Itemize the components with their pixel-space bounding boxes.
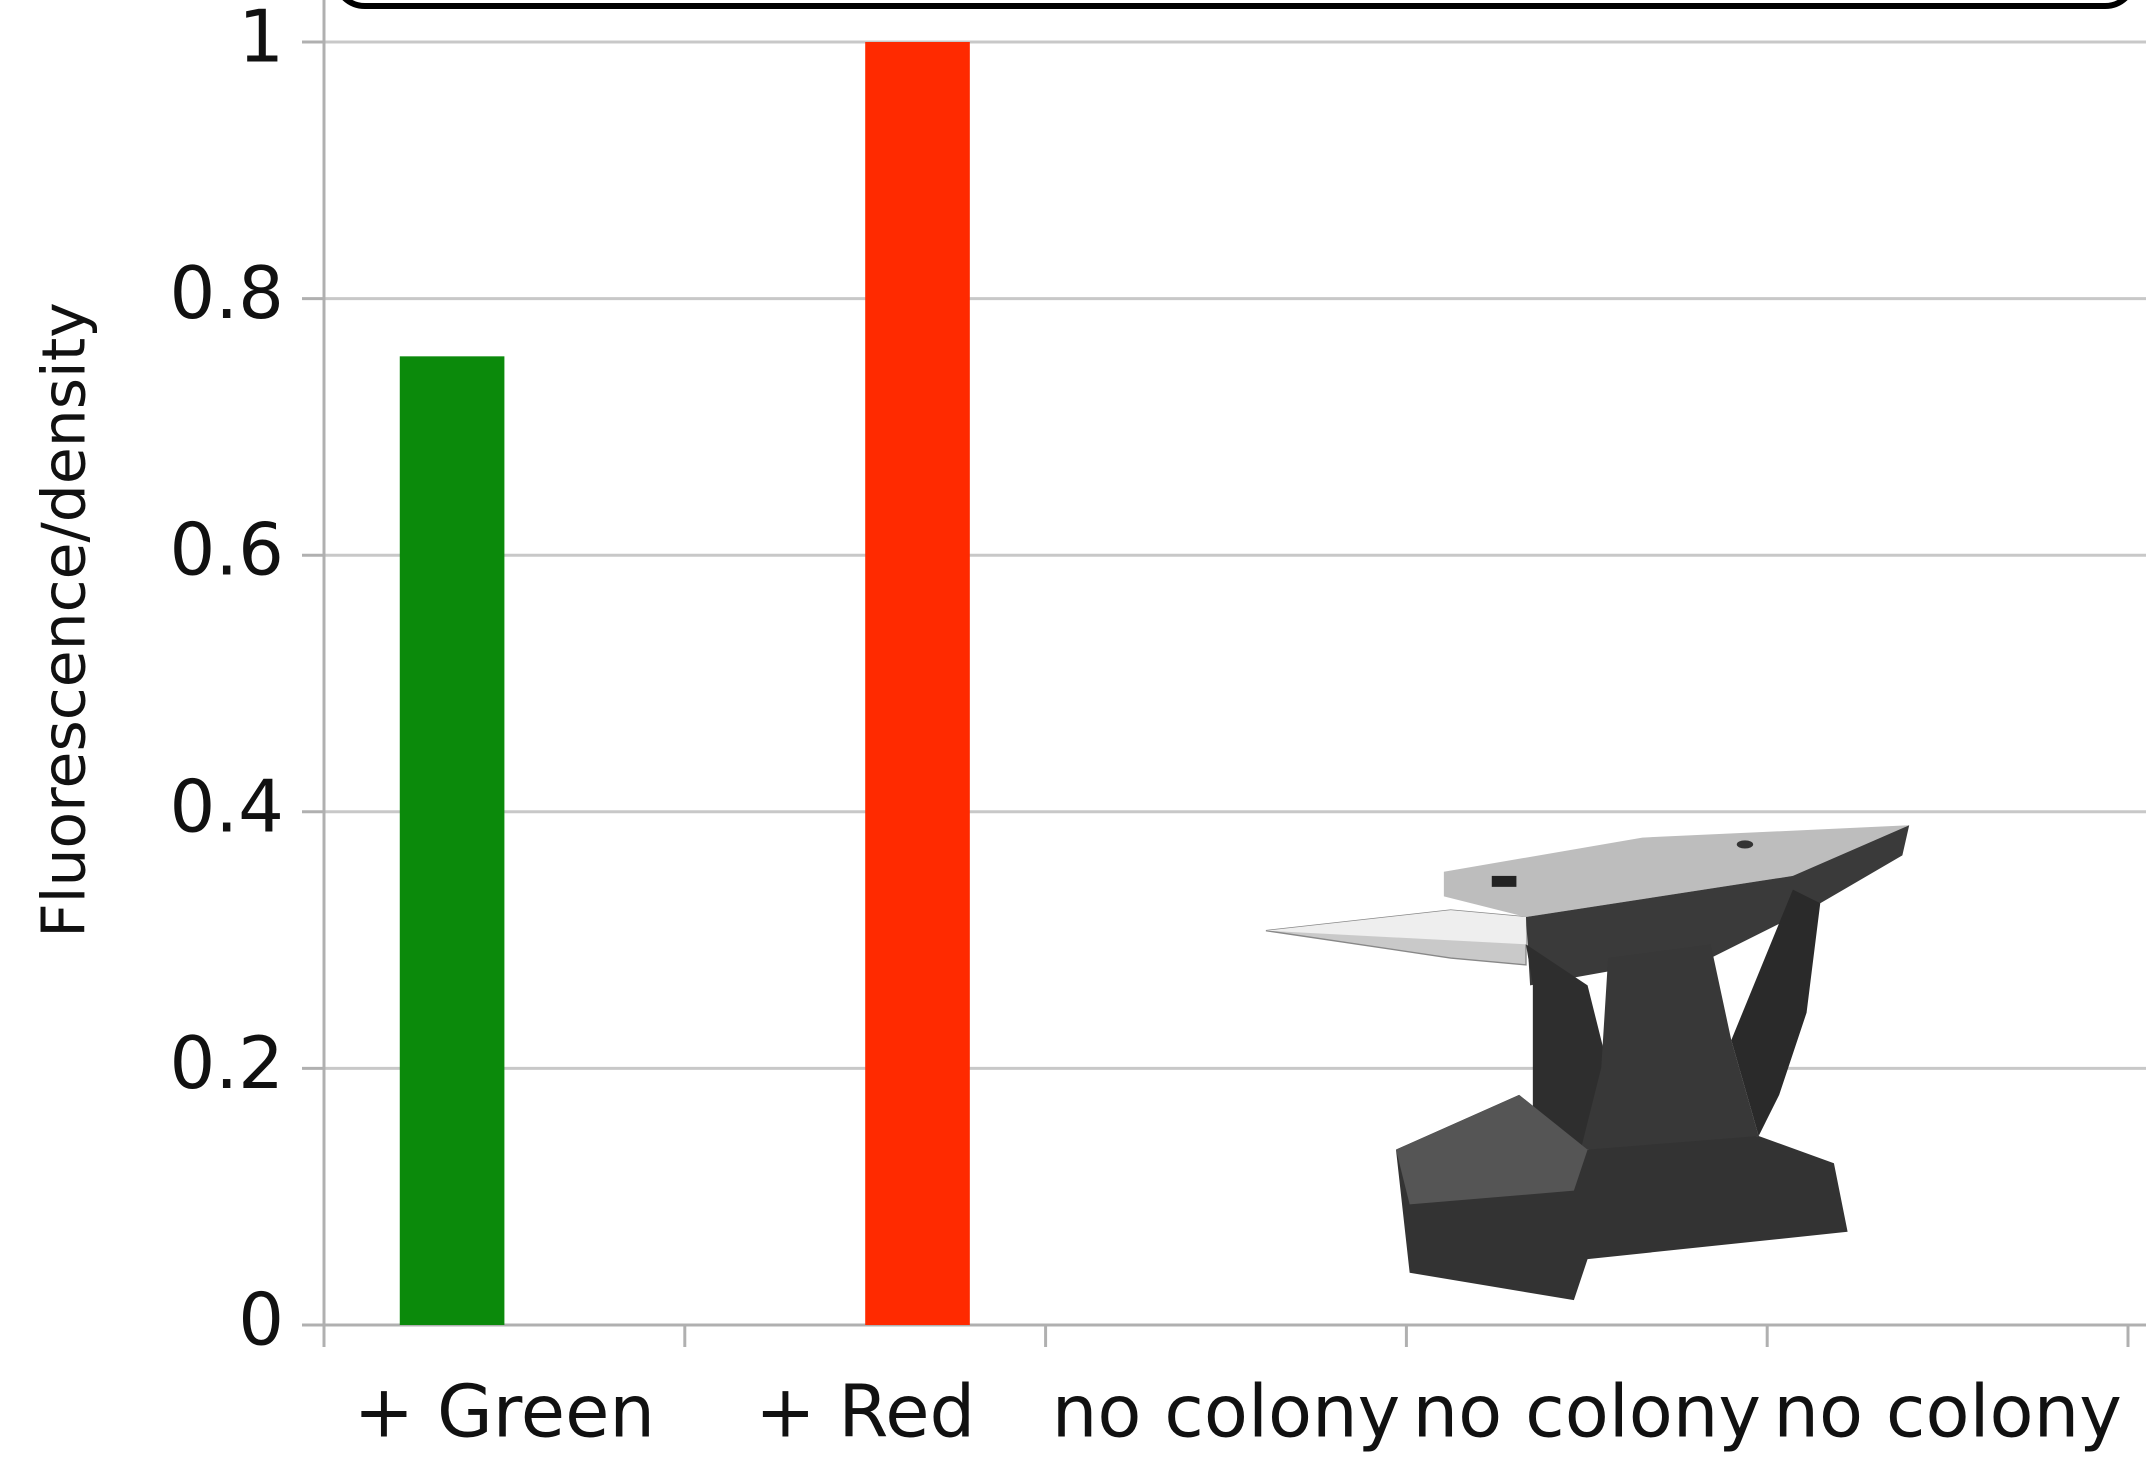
y-tick-label: 0.4 (169, 764, 284, 848)
y-tick-label: 0.2 (169, 1021, 284, 1105)
y-axis-label: Fluorescence/density (30, 302, 100, 937)
x-tick-label: no colony (1052, 1370, 1401, 1454)
y-tick-label: 0.6 (169, 508, 284, 592)
anvil-illustration (1265, 825, 1910, 1301)
y-tick-label: 0 (238, 1278, 284, 1362)
plot-area: 00.20.40.60.81+ Green + Red no colony no co… (169, 0, 2146, 1454)
y-tick-label: 0.8 (169, 251, 284, 335)
x-tick-label: + Green (354, 1370, 655, 1454)
top-frame (342, 0, 2128, 9)
x-tick-label: no colony (1413, 1370, 1762, 1454)
y-tick-label: 1 (238, 0, 284, 79)
x-tick-label: + Red (755, 1370, 975, 1454)
bar (865, 42, 970, 1325)
x-tick-label: no colony (1773, 1370, 2122, 1454)
bar (399, 356, 505, 1326)
